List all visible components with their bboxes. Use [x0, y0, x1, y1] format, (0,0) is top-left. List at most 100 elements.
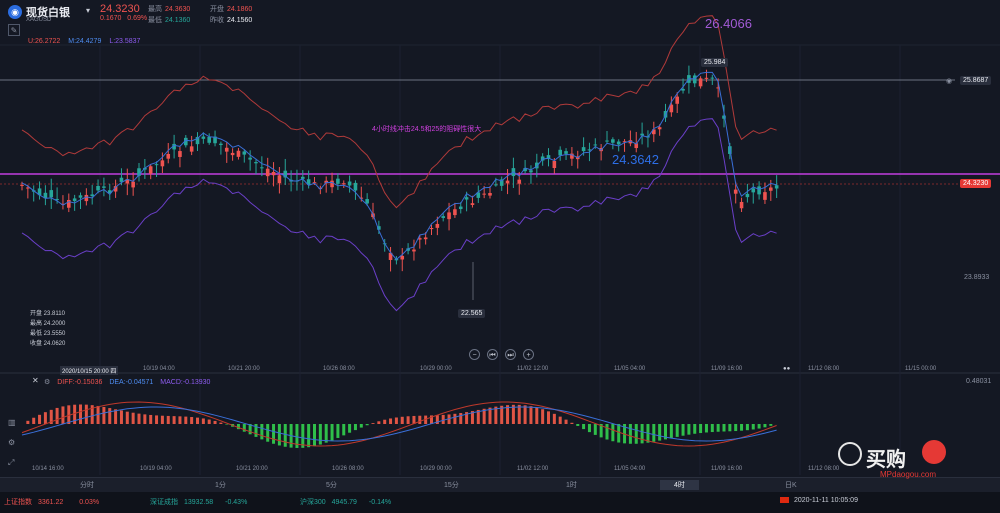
macd-bar: [529, 406, 533, 424]
timeframe-15m[interactable]: 15分: [444, 482, 459, 489]
candle-body: [37, 188, 42, 196]
candle-body: [692, 75, 697, 84]
macd-bar: [359, 424, 363, 428]
macd-bar: [49, 409, 53, 424]
price-axis-tick: 23.8933: [964, 274, 990, 281]
macd-bar: [73, 404, 77, 424]
candle-body: [160, 160, 165, 167]
macd-bar: [295, 424, 299, 448]
macd-bar: [389, 418, 393, 424]
ohlc-prev-close-label: 昨收: [210, 17, 224, 24]
macd-bar: [242, 424, 246, 432]
macd-bar: [38, 414, 42, 424]
macd-bar: [605, 424, 609, 440]
macd-bar: [213, 420, 217, 424]
candle-body: [464, 197, 469, 200]
macd-bar: [84, 404, 88, 424]
macd-axis-top: 0.48031: [966, 378, 992, 385]
candle-body: [704, 77, 709, 79]
cursor-close: 收盘 24.0620: [30, 341, 66, 347]
watermark-cn: 买购: [866, 449, 906, 471]
scroll-left-button[interactable]: ⏮: [487, 349, 498, 360]
symbol-title[interactable]: 现货白银: [26, 7, 70, 19]
timeframe-bar: 分时 1分 5分 15分 1时 4时 日K: [0, 477, 1000, 492]
price-level-marker[interactable]: 25.8687: [960, 76, 992, 85]
x-tick-main: 11/09 16:00: [711, 366, 743, 372]
candle-body: [447, 212, 451, 220]
macd-bar: [687, 424, 691, 435]
index-shenzhen[interactable]: 深证成指 13932.58 -0.43%: [150, 497, 247, 507]
candle-body: [482, 193, 486, 195]
timeframe-1m[interactable]: 1分: [215, 482, 226, 489]
ohlc-prev-close-value: 24.1560: [227, 17, 253, 24]
cursor-open: 开盘 23.8110: [30, 311, 65, 317]
candle-body: [435, 223, 440, 228]
timeframe-1h[interactable]: 1时: [566, 482, 577, 489]
macd-bar: [377, 421, 381, 424]
zoom-in-button[interactable]: +: [523, 349, 534, 360]
candle-body: [336, 178, 340, 184]
candle-body: [657, 127, 662, 130]
macd-bar: [441, 414, 445, 424]
bar-chart-icon[interactable]: ▥: [8, 418, 16, 427]
macd-bar: [611, 424, 615, 442]
zoom-out-button[interactable]: −: [469, 349, 480, 360]
scroll-handle-icon[interactable]: ●●: [783, 366, 791, 372]
close-icon[interactable]: ✕: [32, 376, 39, 385]
macd-bar: [137, 413, 141, 424]
timeframe-daily[interactable]: 日K: [785, 482, 797, 489]
candle-body: [201, 136, 206, 139]
macd-bar: [55, 407, 59, 424]
macd-bar: [488, 407, 492, 424]
symbol-dropdown-icon[interactable]: ▾: [86, 6, 91, 15]
index-percent: -0.14%: [368, 499, 392, 506]
index-shanghai[interactable]: 上证指数 3361.22 0.03%: [4, 497, 99, 507]
macd-bar: [570, 422, 574, 424]
macd-bar: [313, 424, 316, 447]
boll-upper: U:26.2722: [28, 38, 61, 45]
timeframe-4h[interactable]: 4时: [660, 480, 699, 490]
macd-bar: [266, 424, 270, 442]
macd-bar: [763, 424, 767, 428]
eye-icon[interactable]: ◉: [946, 78, 953, 85]
macd-bar: [172, 416, 176, 424]
macd-bar: [114, 409, 118, 424]
macd-settings-icon[interactable]: ⚙: [44, 379, 51, 386]
clock: 2020-11-11 10:05:09: [794, 497, 858, 504]
candle-body: [242, 151, 247, 155]
x-tick-main: 10/21 20:00: [228, 366, 260, 372]
boll-middle: M:24.4279: [68, 38, 102, 45]
macd-bar: [634, 424, 638, 444]
macd-bar: [307, 424, 311, 448]
timeframe-5m[interactable]: 5分: [326, 482, 337, 489]
candle-body: [739, 201, 744, 209]
macd-diff-line: [21, 401, 777, 447]
macd-bar: [482, 408, 486, 424]
pencil-icon[interactable]: ✎: [8, 24, 20, 36]
candle-body: [365, 199, 369, 204]
macd-bar: [108, 408, 112, 424]
ohlc-open: 开盘 24.1860: [210, 4, 252, 14]
macd-bar: [587, 424, 591, 433]
index-csi300[interactable]: 沪深300 4945.79 -0.14%: [300, 497, 391, 507]
timeframe-tick[interactable]: 分时: [80, 482, 94, 489]
candle-body: [441, 216, 445, 218]
scroll-right-button[interactable]: ⏭: [505, 349, 516, 360]
x-tick-main: 11/15 00:00: [905, 366, 937, 372]
macd-bar: [155, 415, 159, 424]
macd-bar: [79, 404, 82, 424]
x-tick-main: 10/29 00:00: [420, 366, 452, 372]
macd-bar: [652, 424, 656, 442]
index-name: 深证成指: [150, 499, 178, 506]
change-value: 0.1670: [100, 15, 122, 22]
gear-icon[interactable]: ⚙: [8, 438, 16, 447]
candle-body: [675, 96, 679, 104]
macd-bar: [102, 406, 106, 424]
candle-body: [751, 188, 756, 193]
expand-icon[interactable]: ⤢: [8, 458, 15, 467]
candle-body: [172, 143, 176, 150]
candle-body: [107, 190, 112, 194]
candle-body: [43, 192, 48, 199]
candle-body: [72, 198, 77, 202]
